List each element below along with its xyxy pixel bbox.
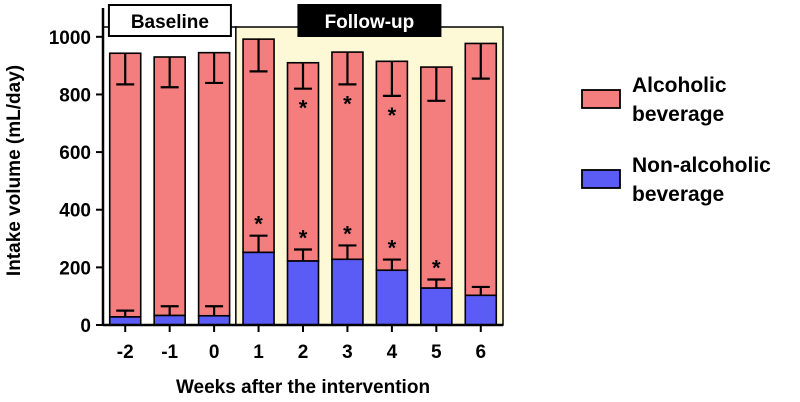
x-tick-label: 0 <box>209 342 220 363</box>
x-axis-title: Weeks after the intervention <box>176 377 430 398</box>
significance-star-alcoholic: * <box>299 96 308 121</box>
y-tick-label: 400 <box>59 201 91 222</box>
bar-non-alcoholic <box>286 260 320 326</box>
bar-alcoholic <box>108 52 142 318</box>
significance-star-non-alcoholic: * <box>343 221 352 246</box>
bar-alcoholic <box>464 42 498 297</box>
y-tick-label: 200 <box>59 258 91 279</box>
bar-alcoholic <box>153 56 186 317</box>
x-tick-label: 4 <box>387 342 398 363</box>
significance-star-alcoholic: * <box>388 103 397 128</box>
y-tick-label: 600 <box>59 143 91 164</box>
y-tick-label: 800 <box>59 85 91 106</box>
significance-star-non-alcoholic: * <box>254 212 263 237</box>
significance-star-alcoholic: * <box>343 91 352 116</box>
legend-label: Alcoholic <box>632 74 727 97</box>
x-tick-label: -1 <box>161 342 178 363</box>
bar-alcoholic <box>420 66 453 289</box>
legend-label: beverage <box>632 103 724 126</box>
y-axis-title: Intake volume (mL/day) <box>4 65 25 276</box>
bar-non-alcoholic <box>331 258 364 326</box>
significance-star-non-alcoholic: * <box>388 236 397 261</box>
y-tick-label: 0 <box>80 316 91 337</box>
legend-swatch <box>581 169 621 189</box>
x-tick-label: -2 <box>117 342 134 363</box>
bar-non-alcoholic <box>464 294 498 326</box>
legend-label: beverage <box>632 183 724 206</box>
bar-non-alcoholic <box>153 314 186 326</box>
bar-non-alcoholic <box>375 269 409 326</box>
x-tick-label: 5 <box>431 342 442 363</box>
legend-swatch <box>581 89 621 109</box>
bar-non-alcoholic <box>197 314 231 326</box>
x-tick-label: 6 <box>475 342 486 363</box>
legend-label: Non-alcoholic <box>632 154 771 177</box>
period-background <box>235 26 504 326</box>
x-tick-label: 3 <box>342 342 353 363</box>
significance-star-non-alcoholic: * <box>299 225 308 250</box>
period-label: Baseline <box>131 12 209 33</box>
y-tick-label: 1000 <box>49 28 91 49</box>
period-label-box <box>107 4 232 37</box>
x-tick-label: 2 <box>298 342 309 363</box>
bar-alcoholic <box>331 51 364 261</box>
significance-star-non-alcoholic: * <box>432 255 441 280</box>
bar-non-alcoholic <box>420 287 453 326</box>
period-label-box <box>297 4 442 37</box>
period-label: Follow-up <box>325 12 415 33</box>
bar-alcoholic <box>242 38 275 254</box>
bar-non-alcoholic <box>242 251 275 326</box>
x-tick-label: 1 <box>253 342 264 363</box>
bar-alcoholic <box>197 51 231 317</box>
